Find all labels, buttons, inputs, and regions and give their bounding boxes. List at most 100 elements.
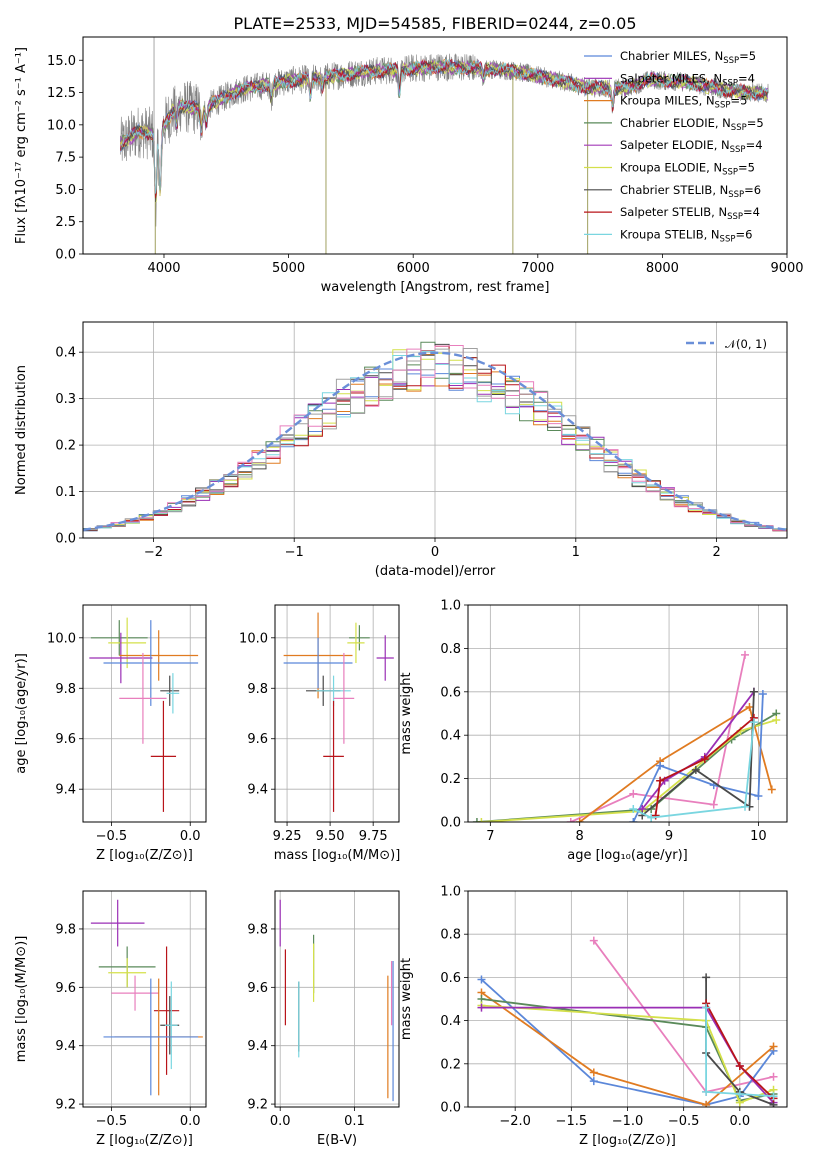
x-tick-label: −1.5 [556,1114,588,1129]
y-tick-label: 0.4 [55,346,76,361]
weight-series-line [570,654,746,822]
legend-name: Chabrier MILES, N [620,49,723,63]
weight-point [702,973,711,982]
spectrum-frame: 4000 5000 6000 7000 8000 9000 0.0 2.5 5.0 7.5 10.0… [14,36,804,295]
weight-point [477,975,486,984]
y-tick-label: 0.0 [55,532,76,547]
weight-point [589,1068,598,1077]
legend-suffix: =4 [738,71,755,85]
x-tick-label: 0.0 [180,829,201,844]
weight-point [769,1042,778,1051]
age-vs-Z-frame: −0.5 0.0 9.4 9.6 9.8 10.0 Z [log₁₀(Z/Z⊙)] age [… [14,604,207,863]
y-tick-label: 0.8 [440,928,461,943]
legend-subscript: SSP [722,168,738,178]
weight-point [691,765,700,774]
weight-point [767,785,776,794]
y-tick-label: 9.4 [247,1039,268,1054]
x-tick-label: 8000 [646,261,679,276]
weight-point [575,818,584,822]
weight-point [754,791,763,800]
weight-series-line [481,1006,775,1104]
weight-point [647,813,656,822]
x-axis-label: E(B-V) [317,1133,357,1148]
x-tick-label: −1.0 [612,1114,644,1129]
weight-vs-age-frame: 7 8 9 10 0.0 0.2 0.4 0.6 0.8 1.0 age [log₁₀(age/yr… [399,599,788,863]
weight-point [702,1100,711,1107]
x-tick-label: 9 [665,829,673,844]
weight-point [477,1003,486,1012]
y-axis-label: age [log₁₀(age/yr)] [14,653,29,774]
x-tick-label: 0.0 [180,1114,201,1129]
weight-point [656,776,665,785]
y-tick-label: 0.2 [440,772,461,787]
x-tick-label: 0.0 [270,1114,291,1129]
model-fit-line [120,58,769,194]
x-axis-label: (data-model)/error [375,564,496,579]
y-tick-label: 10.0 [47,118,76,133]
legend-name: Salpeter STELIB, N [620,205,727,219]
weight-series-line [632,722,755,819]
y-axis-label: mass weight [399,672,414,754]
legend-label: Kroupa ELODIE, NSSP=5 [620,161,755,178]
spectrum-plot-frame [82,36,788,255]
mass-vs-Z-axes [83,891,206,1107]
legend-name: Kroupa STELIB, N [620,227,720,241]
chart-title: PLATE=2533, MJD=54585, FIBERID=0244, z=0… [233,14,636,33]
weight-vs-Z-frame: −2.0 −1.5 −1.0 −0.5 0.0 0.0 0.2 0.4 0.6 0.8 1.0 Z [… [399,885,788,1148]
y-tick-label: 9.4 [55,1039,76,1054]
age-vs-mass-axes [275,605,399,822]
weight-point [629,789,638,798]
x-tick-label: 1 [572,545,580,560]
y-tick-label: 0.0 [55,248,76,263]
legend-name: Kroupa MILES, N [620,94,715,108]
y-tick-label: 9.6 [247,981,268,996]
y-tick-label: 9.8 [55,682,76,697]
weight-series-line [480,991,775,1106]
legend-suffix: =6 [744,183,761,197]
legend-label: Salpeter ELODIE, NSSP=4 [620,138,763,155]
y-tick-label: 0.0 [440,1101,461,1116]
legend-subscript: SSP [715,101,731,111]
x-tick-label: −2 [144,545,163,560]
y-tick-label: 2.5 [55,215,76,230]
weight-point [700,755,709,764]
x-tick-label: 7 [486,829,494,844]
weight-point [702,1003,711,1012]
weight-point [772,716,781,725]
weight-point [629,804,638,813]
weight-point [735,1090,744,1099]
weight-series-line [481,1004,774,1104]
weight-point [589,936,598,945]
legend-label: Salpeter MILES, NSSP=4 [620,71,755,88]
legend-suffix: =4 [743,205,760,219]
x-tick-label: 9.75 [359,829,388,844]
legend-name: Chabrier ELODIE, N [620,116,731,130]
x-tick-label: 9.25 [273,829,302,844]
weight-point [769,1072,778,1081]
y-tick-label: 0.6 [440,685,461,700]
residuals-marks [83,341,787,532]
weight-point [745,702,754,711]
y-tick-label: 9.8 [55,922,76,937]
weight-point [758,689,767,698]
legend-label: Chabrier MILES, NSSP=5 [620,49,756,66]
legend-label: Kroupa STELIB, NSSP=6 [620,227,752,244]
mass-vs-EBV-marks [279,899,394,1102]
y-axis-label: Normed distribution [14,365,29,495]
legend-label: Chabrier STELIB, NSSP=6 [620,183,761,200]
y-tick-label: 9.6 [55,981,76,996]
legend-suffix: =5 [730,94,747,108]
y-tick-label: 0.1 [55,485,76,500]
legend-subscript: SSP [727,212,743,222]
x-axis-label: mass [log₁₀(M/M⊙)] [274,848,401,863]
y-tick-label: 0.6 [440,971,461,986]
histogram-step [83,348,787,530]
weight-point [735,1098,744,1107]
x-axis-label: Z [log₁₀(Z/Z⊙)] [96,1133,193,1148]
x-axis-label: wavelength [Angstrom, rest frame] [321,280,550,295]
legend-subscript: SSP [728,190,744,200]
y-tick-label: 1.0 [440,599,461,614]
weight-point [702,1087,711,1096]
model-fit-line [120,58,769,199]
